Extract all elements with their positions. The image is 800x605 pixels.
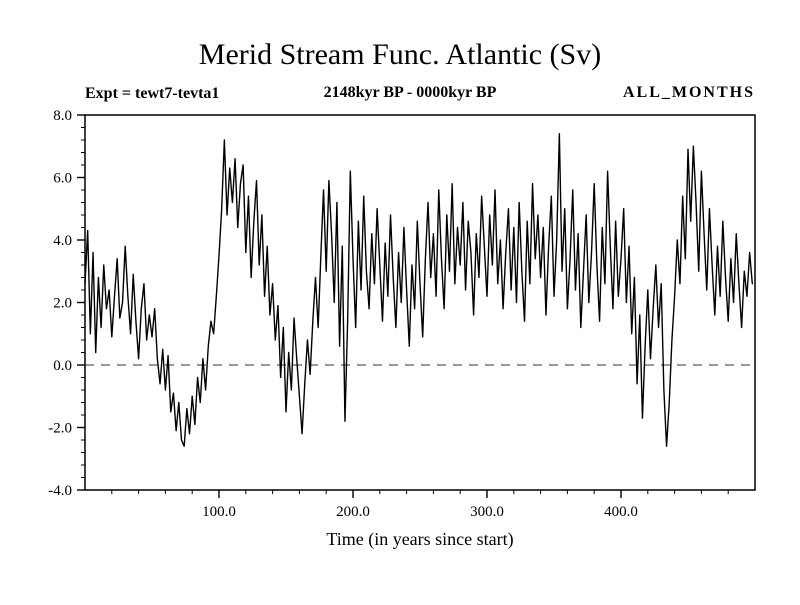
y-tick-label: -4.0 bbox=[48, 483, 72, 499]
tick-labels: 100.0 200.0 300.0 400.0 -4.0 -2.0 0.0 2.0 4.0 6.0… bbox=[48, 108, 638, 520]
experiment-label: Expt = tewt7-tevta1 bbox=[85, 85, 219, 102]
y-tick-label: -2.0 bbox=[48, 421, 72, 437]
y-tick-label: 2.0 bbox=[53, 296, 72, 312]
timeseries-line bbox=[84, 133, 754, 447]
period-label: 2148kyr BP - 0000kyr BP bbox=[324, 84, 497, 101]
x-tick-label: 100.0 bbox=[202, 504, 236, 520]
x-axis-title: Time (in years since start) bbox=[326, 529, 513, 550]
months-label: ALL_MONTHS bbox=[623, 84, 755, 101]
x-tick-label: 200.0 bbox=[336, 504, 370, 520]
y-tick-label: 4.0 bbox=[53, 233, 72, 249]
y-tick-label: 6.0 bbox=[53, 171, 72, 187]
minor-ticks bbox=[81, 127, 729, 494]
y-tick-label: 0.0 bbox=[53, 358, 72, 374]
x-tick-label: 400.0 bbox=[604, 504, 638, 520]
major-ticks bbox=[77, 114, 622, 498]
x-tick-label: 300.0 bbox=[470, 504, 504, 520]
y-tick-label: 8.0 bbox=[53, 108, 72, 124]
data-series-line bbox=[84, 133, 754, 447]
chart-title: Merid Stream Func. Atlantic (Sv) bbox=[199, 38, 601, 71]
